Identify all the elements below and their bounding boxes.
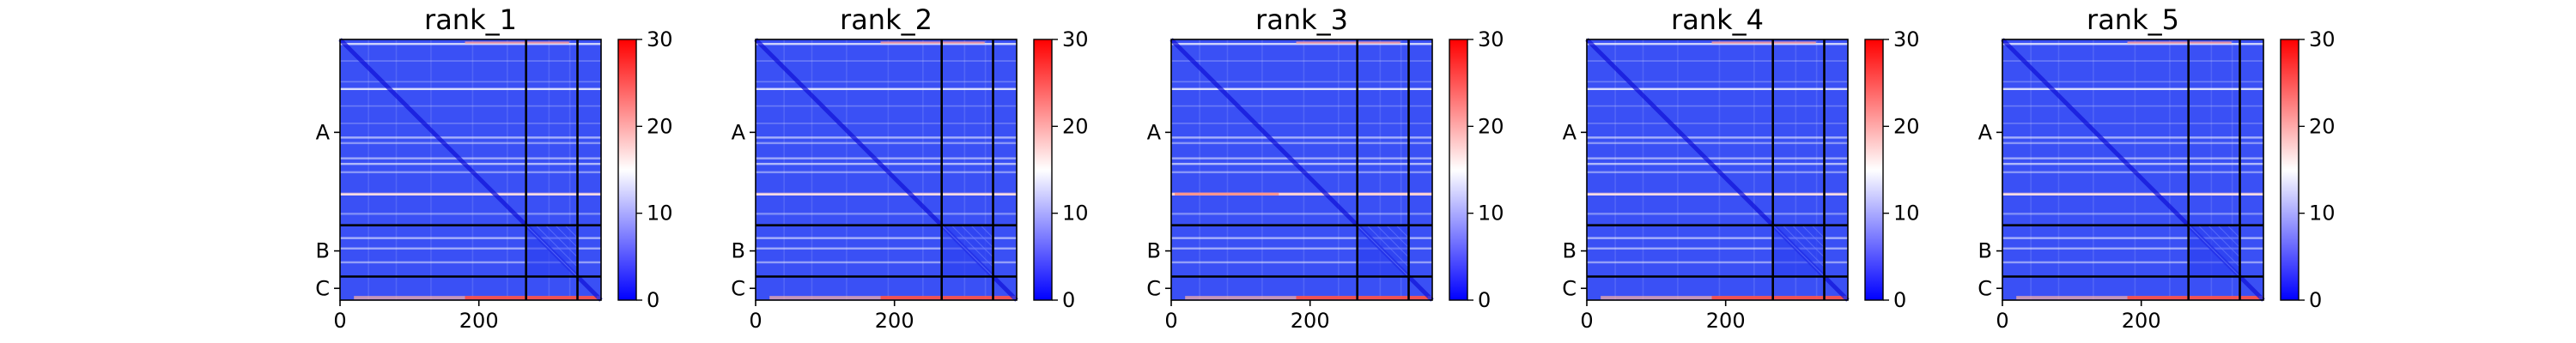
y-tick-label-chain-B: B: [1563, 239, 1577, 263]
y-tick-label-chain-B: B: [1978, 239, 1992, 263]
colorbar: [618, 39, 636, 300]
y-tick-label-chain-C: C: [1146, 276, 1161, 300]
colorbar: [2281, 39, 2299, 300]
x-tick-label: 0: [1164, 309, 1177, 333]
y-tick-label-chain-C: C: [731, 276, 745, 300]
y-tick-label-chain-A: A: [732, 120, 746, 144]
colorbar-tick-label: 20: [647, 114, 673, 138]
axes-frame: [755, 39, 1018, 301]
x-tick-label: 200: [1291, 309, 1330, 333]
colorbar-tick-label: 30: [1893, 27, 1920, 51]
heatmap-cells: [1585, 38, 1850, 302]
heatmap-cells: [338, 38, 603, 302]
y-tick-label-chain-B: B: [1147, 239, 1161, 263]
y-tick-label-chain-B: B: [316, 239, 330, 263]
colorbar-tick-label: 0: [647, 288, 659, 312]
x-tick-label: 0: [1580, 309, 1593, 333]
y-tick-label-chain-C: C: [315, 276, 330, 300]
x-tick-label: 200: [875, 309, 914, 333]
colorbar-frame: [617, 39, 637, 301]
y-tick-label-chain-B: B: [732, 239, 745, 263]
colorbar: [1449, 39, 1467, 300]
colorbar-frame: [1864, 39, 1884, 301]
colorbar-tick-label: 30: [1478, 27, 1504, 51]
x-tick-label: 0: [749, 309, 762, 333]
x-tick-label: 200: [2122, 309, 2161, 333]
y-tick-label-chain-A: A: [1147, 120, 1162, 144]
y-tick-label-chain-A: A: [316, 120, 331, 144]
colorbar-tick-label: 30: [2309, 27, 2336, 51]
colorbar: [1865, 39, 1883, 300]
panel-title: rank_2: [840, 3, 933, 36]
colorbar-frame: [1449, 39, 1468, 301]
heatmap-cells: [1170, 38, 1434, 302]
colorbar-tick-label: 30: [647, 27, 673, 51]
colorbar-tick-label: 0: [1062, 288, 1075, 312]
y-tick-label-chain-A: A: [1978, 120, 1993, 144]
colorbar-tick-label: 10: [1893, 202, 1920, 226]
x-tick-label: 0: [1996, 309, 2008, 333]
panel-title: rank_4: [1671, 3, 1764, 36]
colorbar-frame: [2280, 39, 2300, 301]
heatmap-cells: [754, 38, 1018, 302]
colorbar-tick-label: 0: [2309, 288, 2322, 312]
colorbar-tick-label: 10: [647, 202, 673, 226]
colorbar-tick-label: 20: [1478, 114, 1504, 138]
x-tick-label: 200: [459, 309, 499, 333]
heatmap-cells: [2001, 38, 2265, 302]
axes-frame: [1586, 39, 1849, 301]
y-tick-label-chain-C: C: [1562, 276, 1577, 300]
colorbar-tick-label: 0: [1893, 288, 1906, 312]
colorbar-frame: [1033, 39, 1053, 301]
panel-title: rank_5: [2087, 3, 2179, 36]
y-tick-label-chain-C: C: [1978, 276, 1992, 300]
colorbar-tick-label: 10: [2309, 202, 2336, 226]
panel-title: rank_3: [1255, 3, 1348, 36]
x-tick-label: 200: [1706, 309, 1746, 333]
colorbar-tick-label: 10: [1478, 202, 1504, 226]
colorbar-tick-label: 0: [1478, 288, 1491, 312]
colorbar: [1034, 39, 1052, 300]
axes-frame: [339, 39, 602, 301]
axes-frame: [1170, 39, 1433, 301]
colorbar-tick-label: 20: [2309, 114, 2336, 138]
y-tick-label-chain-A: A: [1563, 120, 1577, 144]
colorbar-tick-label: 30: [1062, 27, 1089, 51]
axes-frame: [2002, 39, 2264, 301]
colorbar-tick-label: 20: [1062, 114, 1089, 138]
colorbar-tick-label: 10: [1062, 202, 1089, 226]
panel-title: rank_1: [424, 3, 517, 36]
colorbar-tick-label: 20: [1893, 114, 1920, 138]
x-tick-label: 0: [333, 309, 346, 333]
